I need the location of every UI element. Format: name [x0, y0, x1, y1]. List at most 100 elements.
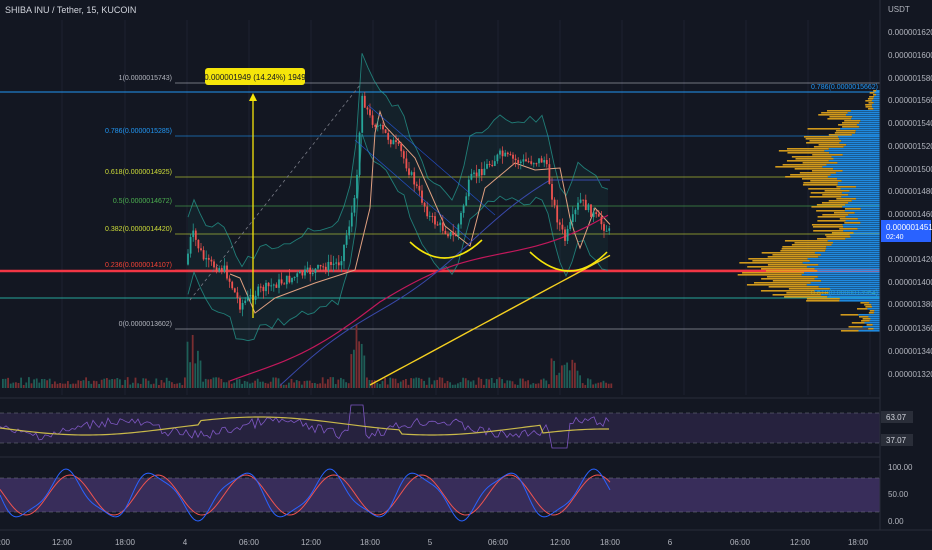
candle-body	[210, 259, 213, 262]
profile-bar-blue	[871, 100, 880, 102]
volume-bar	[220, 378, 223, 388]
time-tick-label: 18:00	[848, 538, 869, 547]
candle-body	[556, 205, 559, 223]
volume-bar	[462, 377, 464, 388]
profile-bar-blue	[848, 202, 880, 204]
profile-bar-yellow	[833, 212, 855, 214]
profile-bar-yellow	[812, 226, 844, 228]
candle-body	[215, 267, 218, 272]
measure-tool[interactable]: 0.000001949 (14.24%) 1949	[204, 68, 306, 85]
candle-body	[504, 152, 507, 157]
candle-body	[202, 250, 205, 260]
volume-bar	[376, 382, 379, 388]
candle-body	[467, 179, 470, 197]
stochastic-panel[interactable]	[0, 468, 880, 522]
profile-bar-yellow	[761, 268, 815, 270]
profile-bar-blue	[855, 198, 880, 200]
volume-bar	[155, 378, 158, 388]
measure-arrowhead	[249, 93, 257, 101]
profile-bar-yellow	[861, 320, 870, 322]
time-tick-label: 06:00	[730, 538, 751, 547]
rsi-panel[interactable]	[0, 404, 880, 449]
candle-body	[431, 215, 434, 217]
profile-bar-blue	[824, 150, 880, 152]
profile-bar-yellow	[790, 174, 831, 176]
profile-bar-yellow	[862, 318, 871, 320]
volume-bar	[428, 377, 431, 388]
candle-body	[488, 163, 491, 165]
profile-bar-blue	[846, 144, 880, 146]
candle-body	[366, 107, 369, 110]
volume-bar	[457, 383, 459, 388]
profile-bar-yellow	[809, 140, 842, 142]
profile-bar-yellow	[869, 92, 875, 94]
volume-bar	[571, 359, 574, 388]
profile-bar-yellow	[801, 178, 838, 180]
volume-bar	[490, 377, 493, 388]
candle-body	[246, 296, 249, 301]
profile-bar-yellow	[766, 276, 818, 278]
candle-body	[257, 286, 260, 296]
volume-bar	[522, 378, 524, 388]
profile-bar-blue	[828, 292, 880, 294]
time-axis[interactable]: 06:00 12:00 18:00 4 06:00 12:00 18:00 5 06:00 12:…	[0, 538, 869, 547]
candle-body	[584, 199, 587, 211]
volume-bar	[449, 382, 451, 388]
profile-bar-blue	[842, 154, 880, 156]
volume-bar	[173, 384, 176, 388]
candle-body	[254, 295, 257, 300]
profile-bar-yellow	[828, 134, 852, 136]
profile-bar-blue	[822, 166, 880, 168]
profile-bar-blue	[814, 290, 880, 292]
profile-bar-blue	[873, 312, 880, 314]
profile-bar-blue	[807, 258, 880, 260]
profile-bar-blue	[817, 270, 880, 272]
candle-body	[558, 222, 561, 225]
volume-bar	[607, 383, 610, 388]
current-price-label: 0.0000014513	[886, 223, 932, 232]
rsi-upper-tag	[881, 411, 913, 423]
volume-bar	[373, 380, 376, 388]
profile-bar-blue	[837, 184, 880, 186]
price-axis[interactable]: 0.0000016200 0.0000016000 0.0000015800 0.00…	[881, 28, 932, 379]
cup-arc-right	[529, 251, 608, 272]
volume-bar	[285, 384, 288, 388]
profile-bar-blue	[839, 138, 880, 140]
volume-bar	[7, 377, 9, 388]
profile-bar-yellow	[866, 324, 873, 326]
volume-bar	[475, 384, 477, 388]
profile-bar-blue	[848, 194, 880, 196]
candle-body	[465, 196, 468, 206]
volume-bar	[511, 381, 514, 388]
volume-bar	[529, 384, 532, 388]
candle-body	[314, 268, 317, 274]
volume-bar	[451, 384, 454, 388]
price-panel[interactable]: 1(0.0000015743) 0.786(0.0000015285) 0.618(…	[0, 20, 880, 395]
volume-bar	[129, 384, 132, 388]
candle-body	[397, 142, 400, 144]
profile-bar-yellow	[836, 186, 857, 188]
volume-bar	[246, 381, 249, 388]
volume-bar	[537, 383, 540, 388]
candle-body	[392, 140, 395, 145]
volume-bar	[509, 380, 511, 388]
profile-bar-yellow	[811, 170, 843, 172]
candle-body	[379, 124, 382, 126]
stoch-band	[0, 478, 880, 512]
profile-bar-blue	[837, 178, 880, 180]
volume-bar	[150, 384, 152, 388]
measure-label: 0.000001949 (14.24%) 1949	[204, 73, 306, 82]
profile-bar-yellow	[844, 222, 861, 224]
candle-body	[512, 154, 514, 159]
volume-bar	[347, 383, 350, 388]
volume-bar	[550, 358, 553, 388]
volume-bar	[470, 381, 472, 388]
current-price-tag	[881, 220, 931, 242]
profile-bar-blue	[854, 212, 880, 214]
volume-bar	[436, 379, 438, 388]
volume-bar	[194, 363, 197, 388]
profile-bar-yellow	[821, 112, 848, 114]
profile-bar-blue	[818, 264, 880, 266]
candle-body	[220, 268, 223, 272]
